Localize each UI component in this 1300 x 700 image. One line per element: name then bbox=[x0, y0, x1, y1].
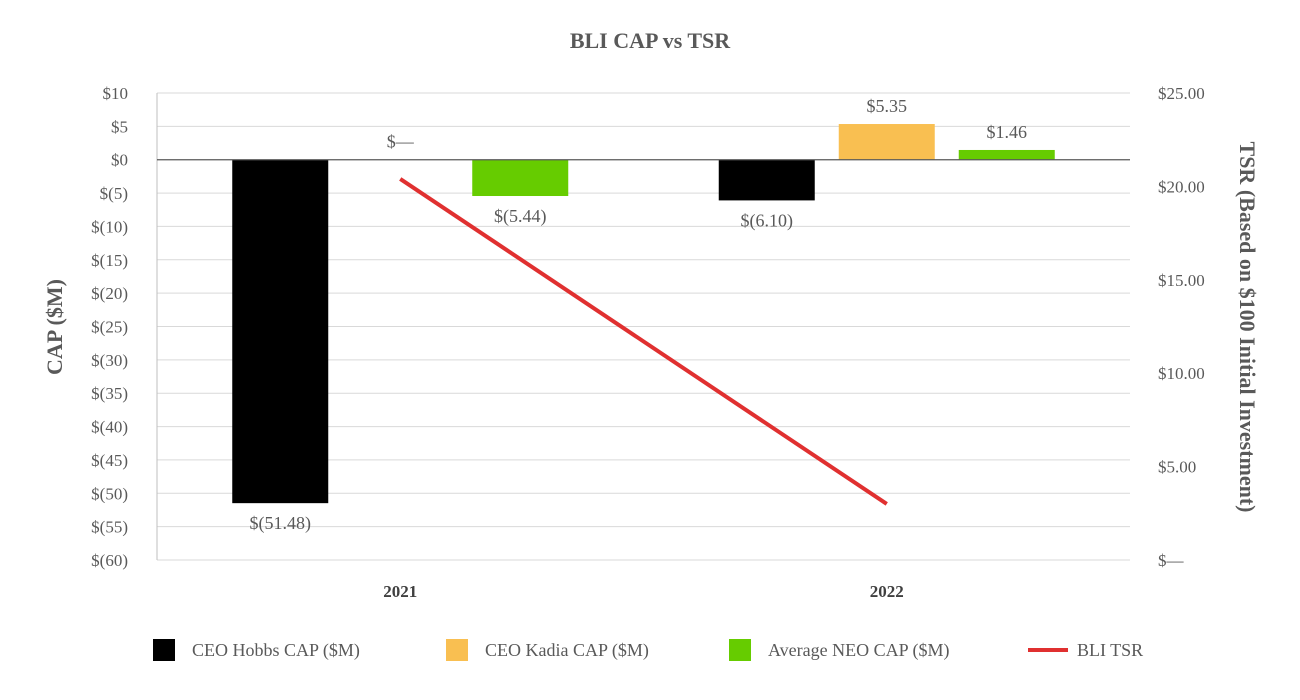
y2-tick-label: $20.00 bbox=[1158, 177, 1205, 196]
legend: CEO Hobbs CAP ($M) CEO Kadia CAP ($M) Aver… bbox=[153, 639, 1143, 661]
line-tsr bbox=[399, 177, 888, 506]
data-label-kadia-2021: $— bbox=[387, 132, 415, 152]
bars bbox=[232, 124, 1055, 504]
y2-tick-label: $— bbox=[1158, 551, 1185, 570]
y-axis-title: CAP ($M) bbox=[42, 279, 67, 375]
y-tick-label: $(15) bbox=[91, 251, 128, 270]
axes: $10 $5 $0 $(5) $(10) $(15) $(20) $(25) $(30) $(35… bbox=[91, 84, 1205, 601]
bar-hobbs-2022 bbox=[718, 159, 815, 201]
bar-neo-2022 bbox=[958, 149, 1055, 160]
y2-tick-label: $5.00 bbox=[1158, 458, 1196, 477]
chart-title: BLI CAP vs TSR bbox=[570, 28, 731, 53]
y-tick-label: $(25) bbox=[91, 318, 128, 337]
y-tick-label: $(20) bbox=[91, 284, 128, 303]
legend-label-tsr: BLI TSR bbox=[1077, 640, 1143, 660]
y-tick-label: $(40) bbox=[91, 418, 128, 437]
bar-neo-2021 bbox=[472, 159, 569, 197]
y-tick-label: $(10) bbox=[91, 217, 128, 236]
data-label-neo-2021: $(5.44) bbox=[494, 206, 547, 227]
bar-hobbs-2021 bbox=[232, 159, 329, 504]
y2-axis-title: TSR (Based on $100 Initial Investment) bbox=[1235, 142, 1260, 513]
y-tick-label: $(50) bbox=[91, 484, 128, 503]
y-tick-label: $(45) bbox=[91, 451, 128, 470]
legend-swatch-neo bbox=[729, 639, 751, 661]
y2-tick-label: $25.00 bbox=[1158, 84, 1205, 103]
y-tick-label: $(60) bbox=[91, 551, 128, 570]
y-tick-label: $5 bbox=[111, 117, 128, 136]
legend-swatch-hobbs bbox=[153, 639, 175, 661]
y-tick-label: $(5) bbox=[100, 184, 128, 203]
bar-kadia-2022 bbox=[838, 124, 935, 160]
y2-tick-label: $10.00 bbox=[1158, 364, 1205, 383]
y-tick-label: $(55) bbox=[91, 518, 128, 537]
data-label-hobbs-2022: $(6.10) bbox=[741, 210, 794, 231]
data-labels: $(51.48) $— $(5.44) $(6.10) $5.35 $1.46 bbox=[250, 96, 1028, 534]
x-tick-label: 2022 bbox=[870, 582, 904, 601]
data-label-hobbs-2021: $(51.48) bbox=[250, 513, 312, 534]
y-tick-label: $0 bbox=[111, 151, 128, 170]
legend-swatch-kadia bbox=[446, 639, 468, 661]
legend-label-kadia: CEO Kadia CAP ($M) bbox=[485, 640, 649, 661]
legend-label-hobbs: CEO Hobbs CAP ($M) bbox=[192, 640, 360, 661]
data-label-kadia-2022: $5.35 bbox=[867, 96, 908, 116]
data-label-neo-2022: $1.46 bbox=[987, 122, 1028, 142]
y2-tick-label: $15.00 bbox=[1158, 271, 1205, 290]
y-tick-label: $(30) bbox=[91, 351, 128, 370]
legend-label-neo: Average NEO CAP ($M) bbox=[768, 640, 949, 661]
y-tick-label: $(35) bbox=[91, 384, 128, 403]
y-tick-label: $10 bbox=[103, 84, 129, 103]
tsr-line-layer bbox=[399, 177, 888, 506]
x-tick-label: 2021 bbox=[383, 582, 417, 601]
